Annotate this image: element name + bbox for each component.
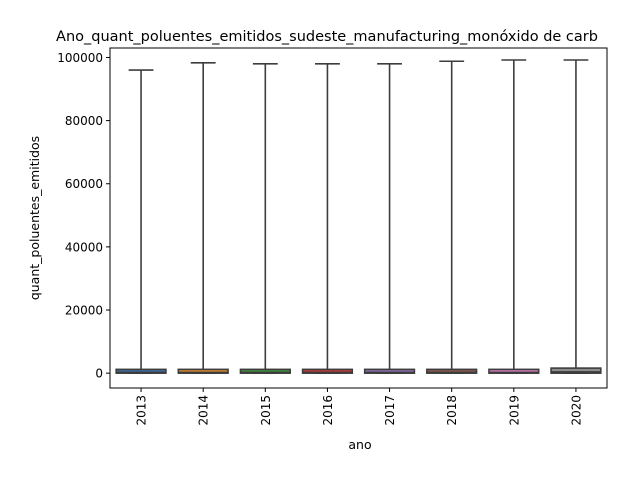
box-2013 bbox=[115, 69, 167, 374]
y-tick-label: 80000 bbox=[65, 114, 103, 128]
x-tick-label: 2020 bbox=[569, 395, 583, 426]
y-tick-label: 0 bbox=[95, 367, 103, 381]
box-2017 bbox=[363, 62, 416, 374]
y-axis: 0 20000 40000 60000 80000 100000 bbox=[57, 51, 110, 381]
x-tick-label: 2018 bbox=[445, 395, 459, 426]
x-tick-label: 2017 bbox=[383, 395, 397, 426]
plot-frame bbox=[109, 47, 608, 389]
box-2015 bbox=[239, 62, 291, 374]
x-axis: 2013 2014 2015 2016 2017 2018 2019 2020 bbox=[135, 388, 583, 426]
x-tick-label: 2016 bbox=[321, 395, 335, 426]
y-tick-label: 100000 bbox=[57, 51, 103, 65]
boxes-layer bbox=[115, 59, 602, 374]
box-2014 bbox=[177, 62, 229, 374]
box-2018 bbox=[426, 60, 478, 374]
y-tick-label: 60000 bbox=[65, 177, 103, 191]
x-tick-label: 2013 bbox=[135, 395, 149, 426]
y-axis-label: quant_poluentes_emitidos bbox=[27, 136, 42, 300]
iqr-box bbox=[550, 367, 602, 374]
box-2016 bbox=[301, 62, 354, 374]
x-tick-label: 2015 bbox=[259, 395, 273, 426]
y-tick-label: 20000 bbox=[65, 304, 103, 318]
box-2020 bbox=[550, 59, 602, 374]
chart-title: Ano_quant_poluentes_emitidos_sudeste_man… bbox=[56, 29, 598, 45]
x-axis-label: ano bbox=[348, 437, 371, 452]
box-2019 bbox=[488, 59, 540, 374]
x-tick-label: 2019 bbox=[507, 395, 521, 426]
y-tick-label: 40000 bbox=[65, 240, 103, 254]
x-tick-label: 2014 bbox=[197, 395, 211, 426]
